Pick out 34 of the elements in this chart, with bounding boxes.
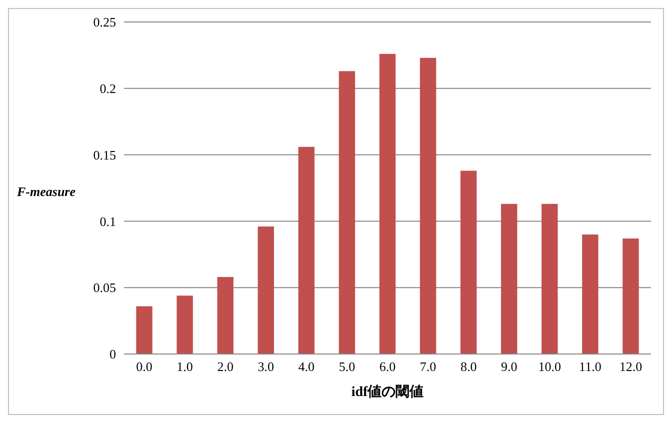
- bar: [582, 234, 598, 354]
- bar: [136, 306, 152, 354]
- bar: [379, 54, 396, 354]
- y-axis-title: F-measure: [17, 184, 76, 200]
- x-tick-label: 4.0: [298, 359, 315, 374]
- y-tick-label: 0.2: [100, 81, 116, 96]
- y-tick-label: 0: [110, 346, 116, 362]
- y-tick-label: 0.05: [93, 280, 116, 296]
- x-tick-label: 8.0: [460, 359, 477, 374]
- x-tick-label: 10.0: [538, 359, 562, 374]
- y-tick-label: 0.15: [93, 147, 116, 162]
- bar: [217, 276, 234, 354]
- bar: [176, 296, 193, 354]
- x-tick-label: 7.0: [420, 359, 436, 374]
- x-tick-label: 2.0: [217, 359, 234, 374]
- bar: [501, 204, 518, 354]
- bar: [622, 238, 639, 354]
- bar: [460, 170, 477, 354]
- y-tick-label: 0.1: [100, 214, 116, 229]
- bar: [258, 226, 274, 354]
- x-tick-label: 6.0: [379, 359, 396, 374]
- y-tick-label: 0.25: [93, 14, 116, 30]
- bar: [298, 146, 315, 354]
- x-tick-label: 11.0: [579, 359, 602, 374]
- x-tick-label: 12.0: [619, 359, 642, 374]
- bar: [542, 204, 558, 354]
- x-tick-label: 9.0: [500, 359, 518, 374]
- x-tick-label: 1.0: [176, 359, 193, 374]
- x-tick-label: 5.0: [338, 359, 356, 374]
- x-axis-title: idf値の閾値: [351, 384, 424, 400]
- x-tick-label: 3.0: [258, 359, 274, 374]
- bar: [420, 58, 436, 354]
- x-tick-label: 0.0: [136, 359, 152, 374]
- bar: [338, 71, 356, 354]
